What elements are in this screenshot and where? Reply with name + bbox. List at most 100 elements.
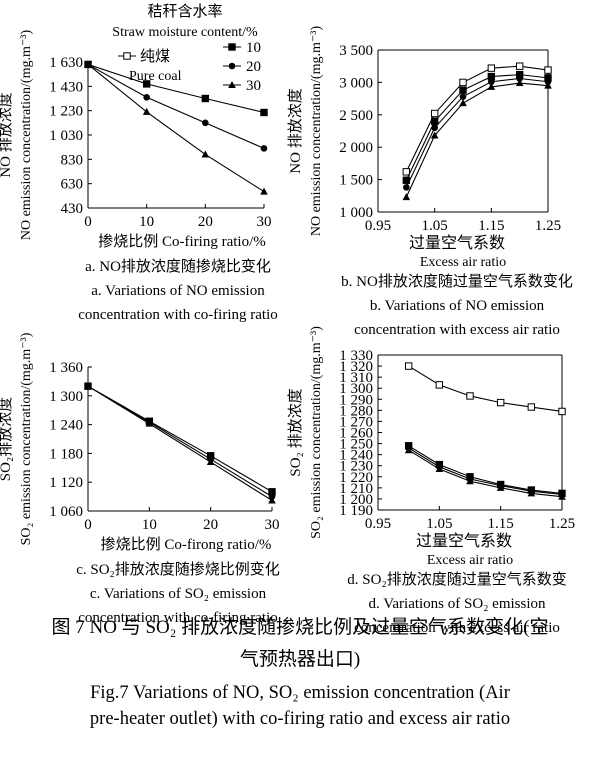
y-tick-label: 1 300 bbox=[49, 389, 83, 405]
data-point bbox=[459, 93, 467, 100]
data-point bbox=[558, 492, 566, 500]
data-point bbox=[435, 465, 444, 473]
data-point bbox=[403, 184, 410, 191]
subcaption-en-line2: concentration with co-firing ratio bbox=[78, 307, 278, 323]
subcaption-en-line1: d. Variations of SO₂ emission bbox=[368, 596, 546, 612]
subcaption-en-line1: c. Variations of SO₂ emission bbox=[90, 586, 267, 602]
data-point bbox=[459, 99, 467, 107]
legend-marker-20 bbox=[228, 62, 236, 70]
subcaption-cn: c. SO₂排放浓度随掺烧比例变化 bbox=[76, 561, 280, 578]
figure-caption-en: Fig.7 Variations of NO, SO₂ emission con… bbox=[0, 680, 600, 732]
x-tick-label: 1.25 bbox=[549, 516, 575, 532]
data-point bbox=[466, 392, 474, 400]
series-0 bbox=[402, 62, 552, 176]
data-point bbox=[459, 86, 467, 94]
y-tick-label: 1 220 bbox=[339, 470, 373, 486]
legend-marker-pure-coal bbox=[123, 52, 131, 60]
y-axis-label-cn: NO 排放浓度 bbox=[287, 88, 304, 173]
data-point bbox=[143, 93, 150, 101]
y-tick-label: 1 240 bbox=[339, 448, 373, 464]
legend-label-10: 10 bbox=[246, 40, 261, 56]
x-tick-label: 20 bbox=[198, 214, 213, 230]
x-tick-label: 1.25 bbox=[535, 218, 561, 234]
data-point bbox=[558, 407, 566, 416]
series-line bbox=[408, 447, 563, 496]
y-tick-label: 3 500 bbox=[339, 43, 373, 59]
x-tick-label: 10 bbox=[139, 214, 154, 230]
subcaption-en-line2: concentration with co-firing ratio bbox=[78, 610, 278, 626]
y-tick-label: 1 360 bbox=[49, 360, 83, 376]
data-point bbox=[430, 131, 439, 139]
x-tick-label: 0.95 bbox=[365, 218, 391, 234]
data-point bbox=[430, 117, 439, 125]
series-line bbox=[408, 365, 563, 413]
y-axis-label-en: NO emission concentration/(mg.m⁻³) bbox=[19, 30, 34, 241]
legend-label-20: 20 bbox=[246, 59, 261, 75]
legend-label-pure-coal-cn: 纯煤 bbox=[140, 48, 170, 65]
y-tick-label: 1 630 bbox=[49, 55, 83, 71]
data-point bbox=[402, 193, 411, 201]
y-tick-label: 1 430 bbox=[49, 79, 83, 95]
legend-marker-10 bbox=[228, 43, 236, 51]
data-point bbox=[201, 94, 210, 103]
series-line bbox=[408, 449, 563, 498]
y-tick-label: 1 180 bbox=[49, 446, 83, 462]
data-point bbox=[201, 150, 210, 158]
y-tick-label: 1 270 bbox=[339, 414, 373, 430]
legend-label-30: 30 bbox=[246, 78, 261, 94]
x-axis-label-cn: 过量空气系数 bbox=[409, 234, 505, 252]
series-line bbox=[405, 65, 549, 173]
y-tick-label: 2 000 bbox=[339, 140, 373, 156]
y-tick-label: 1 120 bbox=[49, 475, 83, 491]
subcaption-en-line2: concentration with excess air ratio bbox=[354, 620, 560, 636]
subcaption-cn: b. NO排放浓度随过量空气系数变化 bbox=[341, 273, 573, 290]
y-tick-label: 1 230 bbox=[49, 104, 83, 120]
x-axis-label-cn: 过量空气系数 bbox=[416, 532, 512, 550]
x-tick-label: 1.15 bbox=[488, 516, 514, 532]
y-axis-label-en: SO₂ emission concentration/(mg.m⁻³) bbox=[309, 326, 324, 539]
legend-title-en: Straw moisture content/% bbox=[112, 25, 258, 40]
y-tick-label: 1 500 bbox=[339, 173, 373, 189]
y-tick-label: 3 000 bbox=[339, 75, 373, 91]
y-axis-label-en: NO emission concentration/(mg.m⁻³) bbox=[309, 26, 324, 237]
data-point bbox=[260, 108, 268, 117]
subcaption-cn: d. SO₂排放浓度随过量空气系数变 bbox=[347, 571, 566, 588]
figure-caption-cn-line2: 气预热器出口) bbox=[239, 649, 361, 670]
legend-marker-30 bbox=[228, 81, 236, 88]
series-1 bbox=[404, 442, 566, 498]
series-1 bbox=[402, 70, 552, 184]
data-point bbox=[435, 381, 444, 389]
series-3 bbox=[404, 446, 566, 500]
data-point bbox=[431, 124, 438, 132]
data-point bbox=[496, 398, 505, 407]
x-tick-label: 30 bbox=[265, 517, 280, 533]
chart-b: 1 000 1 500 2 000 2 500 3 000 3 500 0.95 1.05 1.… bbox=[287, 26, 573, 338]
series-line bbox=[408, 445, 563, 494]
data-point bbox=[487, 64, 496, 72]
y-tick-label: 1 310 bbox=[339, 370, 373, 386]
subcaption-en-line1: a. Variations of NO emission bbox=[91, 283, 265, 299]
y-tick-label: 1 320 bbox=[339, 359, 373, 375]
series-2 bbox=[84, 382, 276, 504]
y-tick-label: 1 030 bbox=[49, 128, 83, 144]
figure-caption-cn-line1: 图 7 NO 与 SO₂ 排放浓度随掺烧比例及过量空气系数变化(空 bbox=[51, 617, 549, 638]
y-axis-label-cn: NO 排放浓度 bbox=[0, 92, 14, 177]
x-tick-label: 10 bbox=[142, 517, 157, 533]
y-tick-label: 1 200 bbox=[339, 492, 373, 508]
y-tick-label: 1 260 bbox=[339, 426, 373, 442]
y-axis-label-en: SO₂ emission concentration/(mg.m⁻³) bbox=[19, 332, 34, 545]
x-tick-label: 1.05 bbox=[422, 218, 448, 234]
data-point bbox=[260, 187, 268, 195]
data-point bbox=[404, 446, 413, 454]
subcaption-en-line2: concentration with excess air ratio bbox=[354, 322, 560, 338]
chart-c: 1 060 1 120 1 180 1 240 1 300 1 360 0 10 20 30 SO₂… bbox=[0, 332, 280, 626]
data-point bbox=[145, 419, 154, 427]
data-point bbox=[488, 78, 495, 86]
legend: 秸秆含水率 Straw moisture content/% 纯煤 Pure coal… bbox=[112, 3, 261, 94]
subcaption-en-line1: b. Variations of NO emission bbox=[370, 298, 545, 314]
figure-caption-en-line1: Fig.7 Variations of NO, SO₂ emission con… bbox=[90, 683, 510, 703]
x-tick-label: 1.05 bbox=[426, 516, 452, 532]
data-point bbox=[84, 382, 92, 390]
x-tick-label: 0 bbox=[84, 214, 92, 230]
